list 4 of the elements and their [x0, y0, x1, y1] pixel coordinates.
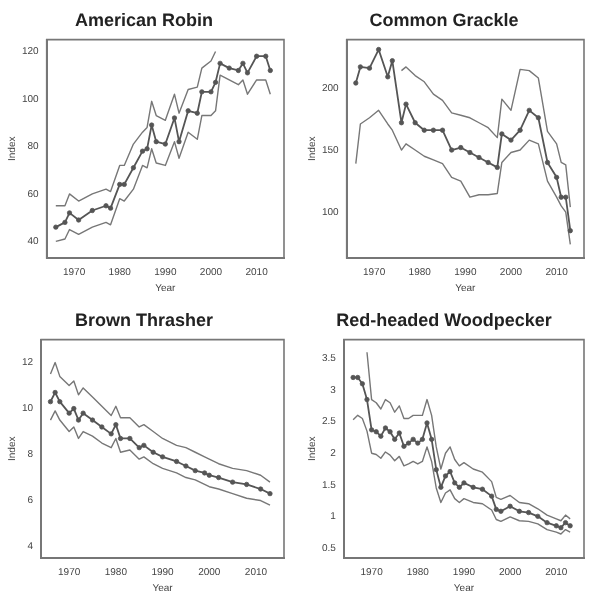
chart-title: Brown Thrasher: [74, 309, 214, 330]
chart-title: Common Grackle: [369, 9, 519, 30]
chart-title: American Robin: [74, 9, 214, 30]
chart-title: Red-headed Woodpecker: [336, 309, 553, 330]
